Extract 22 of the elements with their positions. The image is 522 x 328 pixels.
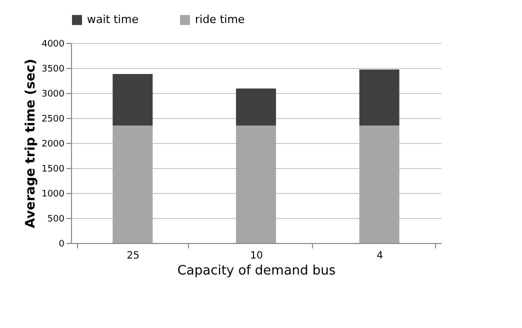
y-tick-label: 4000 — [42, 40, 65, 50]
y-tick-label: 1000 — [42, 190, 65, 200]
y-axis-title: Average trip time (sec) — [24, 58, 39, 228]
bar — [359, 70, 400, 126]
y-tick-label: 2500 — [42, 114, 65, 124]
y-tick-label: 3500 — [42, 64, 65, 74]
legend-label: ride time — [195, 13, 245, 26]
legend-label: wait time — [87, 13, 139, 26]
bar — [112, 126, 153, 243]
bar — [112, 74, 153, 126]
x-tick-label: 25 — [126, 250, 140, 262]
bar — [359, 126, 400, 243]
bar — [236, 88, 276, 126]
x-tick-label: 4 — [376, 250, 384, 262]
y-tick-label: 1500 — [42, 164, 65, 174]
bar — [236, 126, 276, 243]
y-tick-label: 2000 — [42, 140, 65, 150]
y-tick-label: 0 — [58, 240, 65, 250]
y-tick-label: 500 — [47, 214, 65, 224]
x-axis-title: Capacity of demand bus — [177, 264, 336, 278]
y-tick-label: 3000 — [42, 90, 65, 100]
x-tick-label: 10 — [250, 250, 263, 262]
